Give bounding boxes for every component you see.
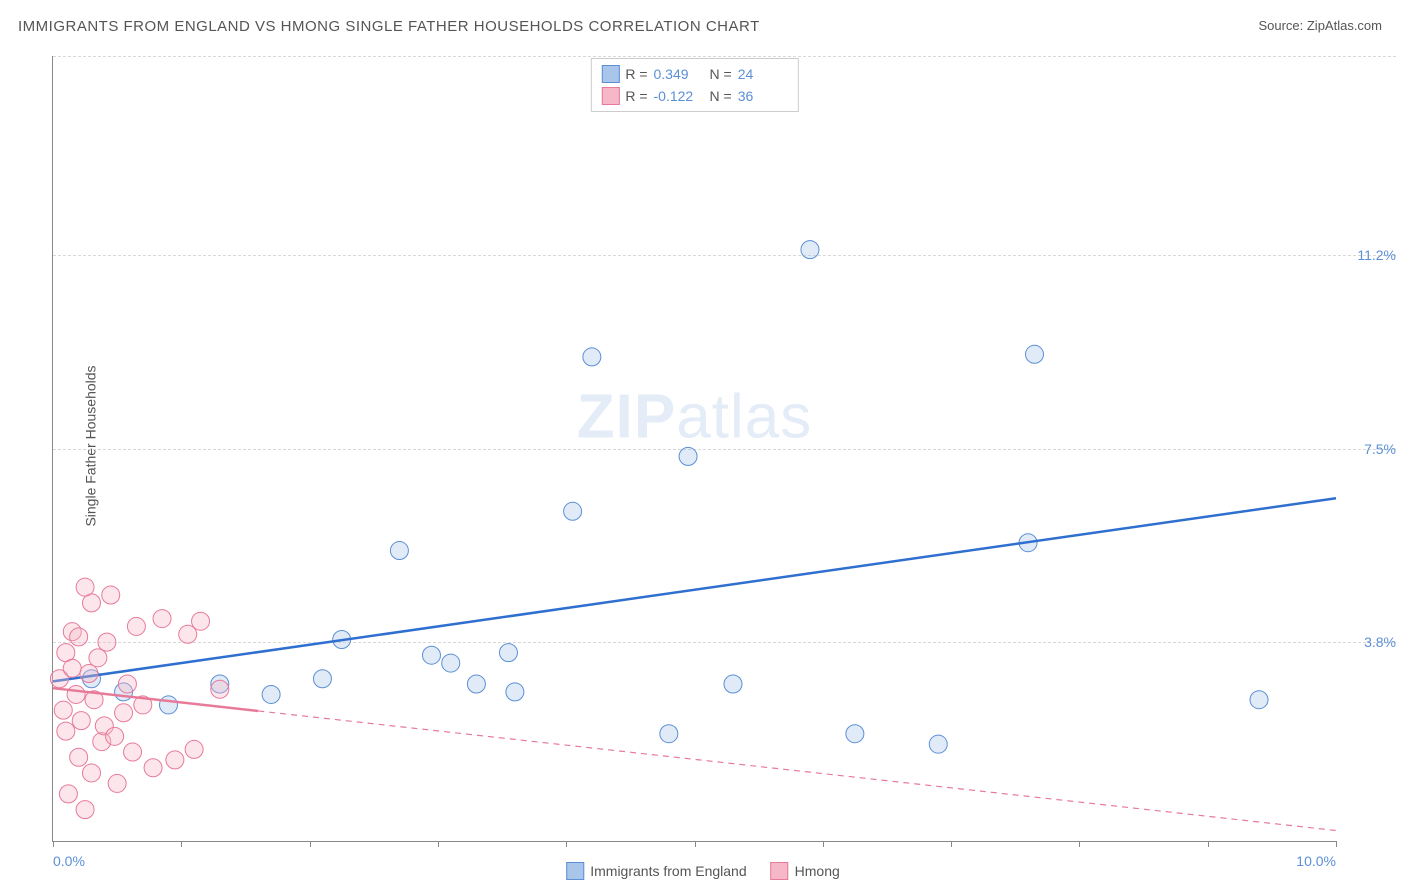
data-point [76,578,94,596]
legend-swatch-blue [566,862,584,880]
x-tick [566,841,567,847]
plot-area: ZIPatlas R = 0.349 N = 24 R = -0.122 N =… [52,56,1336,842]
data-point [846,725,864,743]
r-value-2: -0.122 [654,85,704,107]
x-tick [53,841,54,847]
data-point [467,675,485,693]
trend-line [53,498,1336,681]
legend-swatch-pink [601,87,619,105]
data-point [67,685,85,703]
data-point [499,644,517,662]
legend-label-2: Hmong [795,863,840,879]
legend-swatch-blue [601,65,619,83]
data-point [422,646,440,664]
data-point [390,542,408,560]
data-point [159,696,177,714]
data-point [262,685,280,703]
source-prefix: Source: [1258,18,1306,33]
data-point [1250,691,1268,709]
y-tick-label: 7.5% [1341,441,1396,457]
data-point [63,659,81,677]
data-point [583,348,601,366]
x-tick [310,841,311,847]
data-point [192,612,210,630]
legend-correlation-box: R = 0.349 N = 24 R = -0.122 N = 36 [590,58,798,112]
data-point [108,774,126,792]
data-point [166,751,184,769]
data-point [115,704,133,722]
data-point [70,748,88,766]
source-name: ZipAtlas.com [1307,18,1382,33]
r-label: R = [625,85,647,107]
x-tick-label: 0.0% [53,853,85,869]
data-point [660,725,678,743]
data-point [313,670,331,688]
legend-row-series-1: R = 0.349 N = 24 [601,63,787,85]
data-point [54,701,72,719]
data-point [124,743,142,761]
data-point [153,610,171,628]
legend-item-series-2: Hmong [771,862,840,880]
x-tick [1336,841,1337,847]
x-tick [1079,841,1080,847]
data-point [102,586,120,604]
x-tick [1208,841,1209,847]
data-point [72,712,90,730]
n-value-1: 24 [738,63,788,85]
x-tick [823,841,824,847]
data-point [89,649,107,667]
legend-swatch-pink [771,862,789,880]
source-attribution: Source: ZipAtlas.com [1258,18,1382,33]
data-point [80,665,98,683]
data-point [70,628,88,646]
legend-bottom: Immigrants from England Hmong [566,862,840,880]
x-tick [695,841,696,847]
data-point [506,683,524,701]
legend-label-1: Immigrants from England [590,863,746,879]
data-point [185,740,203,758]
data-point [929,735,947,753]
x-tick [438,841,439,847]
plot-svg [53,56,1336,841]
data-point [801,241,819,259]
correlation-chart: IMMIGRANTS FROM ENGLAND VS HMONG SINGLE … [0,0,1406,892]
data-point [144,759,162,777]
y-tick-label: 3.8% [1341,634,1396,650]
data-point [724,675,742,693]
x-tick-label: 10.0% [1296,853,1336,869]
chart-title: IMMIGRANTS FROM ENGLAND VS HMONG SINGLE … [18,18,760,35]
data-point [1025,345,1043,363]
x-tick [951,841,952,847]
data-point [118,675,136,693]
data-point [442,654,460,672]
trend-line-extrapolated [258,711,1336,831]
data-point [76,801,94,819]
n-label: N = [710,63,732,85]
r-label: R = [625,63,647,85]
legend-row-series-2: R = -0.122 N = 36 [601,85,787,107]
data-point [211,680,229,698]
data-point [127,617,145,635]
data-point [679,447,697,465]
data-point [564,502,582,520]
data-point [57,722,75,740]
n-label: N = [710,85,732,107]
data-point [59,785,77,803]
data-point [82,764,100,782]
data-point [98,633,116,651]
r-value-1: 0.349 [654,63,704,85]
data-point [106,727,124,745]
n-value-2: 36 [738,85,788,107]
legend-item-series-1: Immigrants from England [566,862,746,880]
x-tick [181,841,182,847]
y-tick-label: 11.2% [1341,247,1396,263]
